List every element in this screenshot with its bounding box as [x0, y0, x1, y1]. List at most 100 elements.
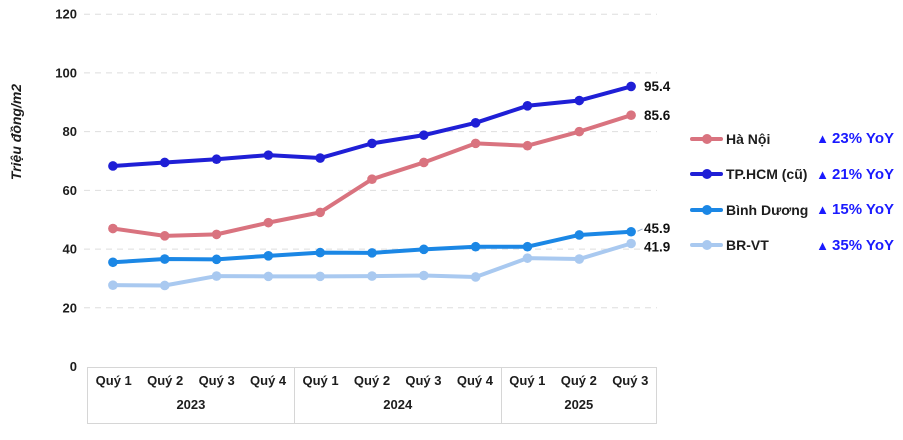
data-point-binh-duong [626, 226, 636, 237]
legend-item-tphcm: TP.HCM (cũ) ▲ 21% YoY [690, 157, 894, 193]
data-point-binh-duong [263, 251, 274, 261]
y-tick-label-20: 20 [63, 300, 77, 315]
x-tick-label: Quý 3 [405, 372, 442, 388]
data-point-binh-duong [470, 241, 481, 252]
legend-label: Hà Nội [726, 130, 771, 147]
yoy-badge: ▲ 35% YoY [816, 237, 894, 254]
data-point-ha-noi [419, 157, 429, 168]
series-swatch [690, 133, 723, 144]
x-tick-label: Quý 4 [250, 372, 287, 388]
y-tick-label-0: 0 [70, 359, 77, 374]
data-point-ha-noi [263, 217, 274, 228]
data-point-br-vt [367, 271, 377, 281]
x-tick-label: Quý 1 [95, 372, 132, 388]
data-point-br-vt [522, 253, 533, 263]
data-point-binh-duong [367, 248, 377, 258]
up-triangle-icon: ▲ [816, 131, 830, 147]
data-point-br-vt [574, 254, 585, 264]
end-value-label-tp-hcm-cu: 95.4 [644, 79, 671, 94]
x-tick-label: Quý 2 [560, 372, 597, 388]
data-point-tp-hcm-cu [211, 154, 222, 165]
data-point-br-vt [263, 271, 274, 282]
data-point-binh-duong [108, 257, 118, 268]
data-point-tp-hcm-cu [522, 100, 533, 111]
data-point-binh-duong [159, 254, 170, 264]
data-point-tp-hcm-cu [108, 161, 118, 171]
series-line-tp-hcm-cu [110, 84, 634, 168]
data-point-br-vt [108, 280, 118, 290]
x-axis-category-box: Quý 1 Quý 2 Quý 3 Quý 4 2023 Quý 1 Quý 2 Quý … [87, 367, 657, 424]
legend-item-brvt: BR-VT ▲ 35% YoY [690, 228, 894, 264]
data-point-ha-noi [315, 207, 325, 218]
data-point-br-vt [315, 271, 325, 282]
data-point-tp-hcm-cu [159, 157, 170, 168]
data-point-binh-duong [211, 254, 222, 265]
end-value-label-br-vt: 41.9 [644, 239, 670, 254]
data-point-tp-hcm-cu [574, 95, 585, 106]
x-tick-label: Quý 3 [612, 372, 649, 388]
year-label: 2024 [383, 397, 413, 413]
quarter-labels-row: Quý 1 Quý 2 Quý 3 Quý 4 [295, 368, 501, 393]
legend-label: TP.HCM (cũ) [726, 166, 808, 183]
series-swatch [690, 169, 723, 180]
x-axis-group-2024: Quý 1 Quý 2 Quý 3 Quý 4 2024 [295, 368, 502, 423]
legend-label: BR-VT [726, 237, 769, 254]
quarter-labels-row: Quý 1 Quý 2 Quý 3 Quý 4 [88, 368, 294, 393]
y-tick-label-120: 120 [55, 7, 77, 22]
yoy-value: 21% YoY [832, 165, 894, 183]
data-point-tp-hcm-cu [470, 118, 481, 128]
x-tick-label: Quý 2 [147, 372, 184, 388]
yoy-badge: ▲ 23% YoY [816, 130, 894, 147]
series-swatch [690, 240, 723, 251]
data-point-br-vt [419, 270, 429, 281]
data-point-tp-hcm-cu [626, 81, 636, 92]
data-point-ha-noi [574, 126, 585, 137]
data-point-tp-hcm-cu [367, 138, 377, 149]
x-tick-label: Quý 3 [198, 372, 235, 388]
quarter-labels-row: Quý 1 Quý 2 Quý 3 [502, 368, 656, 393]
data-point-binh-duong [522, 241, 533, 252]
data-point-tp-hcm-cu [315, 153, 325, 163]
legend-item-hanoi: Hà Nội ▲ 23% YoY [690, 121, 894, 157]
yoy-value: 15% YoY [832, 201, 894, 219]
legend: Hà Nội ▲ 23% YoY TP.HCM (cũ) ▲ 21% YoY Bìn… [690, 121, 894, 263]
end-value-label-binh-duong: 45.9 [644, 221, 670, 236]
up-triangle-icon: ▲ [816, 166, 830, 182]
x-tick-label: Quý 4 [456, 372, 493, 388]
yoy-badge: ▲ 15% YoY [816, 201, 894, 218]
data-point-ha-noi [108, 223, 118, 234]
data-point-ha-noi [211, 229, 222, 240]
year-label: 2023 [176, 397, 206, 413]
data-point-br-vt [159, 280, 170, 291]
data-point-tp-hcm-cu [419, 130, 429, 140]
legend-item-binhduong: Bình Dương ▲ 15% YoY [690, 192, 894, 228]
x-tick-label: Quý 1 [509, 372, 546, 388]
data-point-binh-duong [315, 247, 325, 258]
data-point-binh-duong [574, 230, 585, 240]
up-triangle-icon: ▲ [816, 237, 830, 253]
end-value-label-ha-noi: 85.6 [644, 108, 671, 123]
data-point-tp-hcm-cu [263, 150, 274, 160]
x-tick-label: Quý 1 [302, 372, 339, 388]
data-point-br-vt [470, 272, 481, 282]
year-label: 2025 [564, 397, 594, 413]
yoy-badge: ▲ 21% YoY [816, 166, 894, 183]
y-tick-label-60: 60 [63, 183, 77, 198]
y-tick-label-80: 80 [63, 124, 77, 139]
x-axis-group-2025: Quý 1 Quý 2 Quý 3 2025 [502, 368, 656, 423]
x-axis-group-2023: Quý 1 Quý 2 Quý 3 Quý 4 2023 [88, 368, 295, 423]
data-point-ha-noi [522, 140, 533, 151]
legend-label: Bình Dương [726, 201, 809, 218]
data-point-ha-noi [367, 174, 377, 184]
data-point-ha-noi [626, 110, 636, 120]
end-label-leader [637, 228, 643, 232]
data-point-br-vt [626, 238, 636, 249]
data-point-br-vt [211, 271, 222, 281]
series-swatch [690, 204, 723, 215]
data-point-ha-noi [159, 231, 170, 241]
yoy-value: 23% YoY [832, 130, 894, 148]
data-point-ha-noi [470, 138, 481, 149]
yoy-value: 35% YoY [832, 236, 894, 254]
